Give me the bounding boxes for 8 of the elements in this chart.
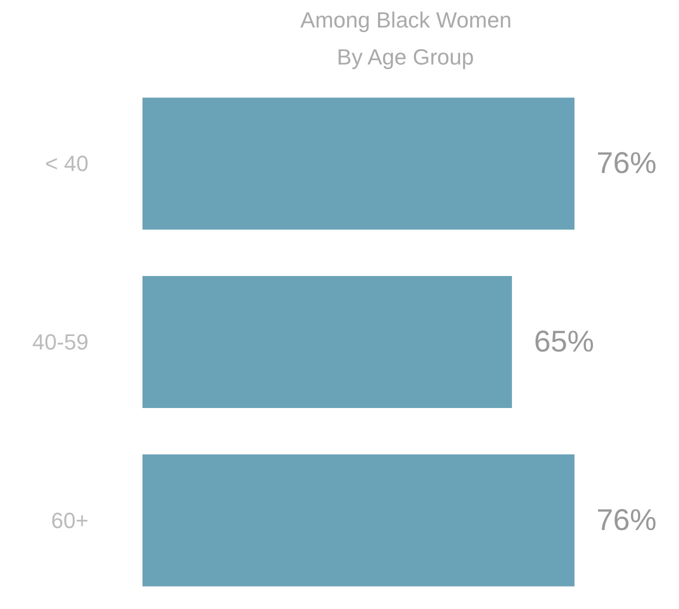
chart-subtitle: By Age Group [336,44,474,70]
y-tick-label: < 40 [45,151,89,176]
data-label: 76% [596,504,657,537]
data-label: 65% [534,326,594,358]
chart-title: Among Black Women [300,8,512,32]
data-label: 76% [596,147,657,180]
y-tick-label: 60+ [51,508,89,533]
y-tick-label: 40-59 [32,330,89,354]
